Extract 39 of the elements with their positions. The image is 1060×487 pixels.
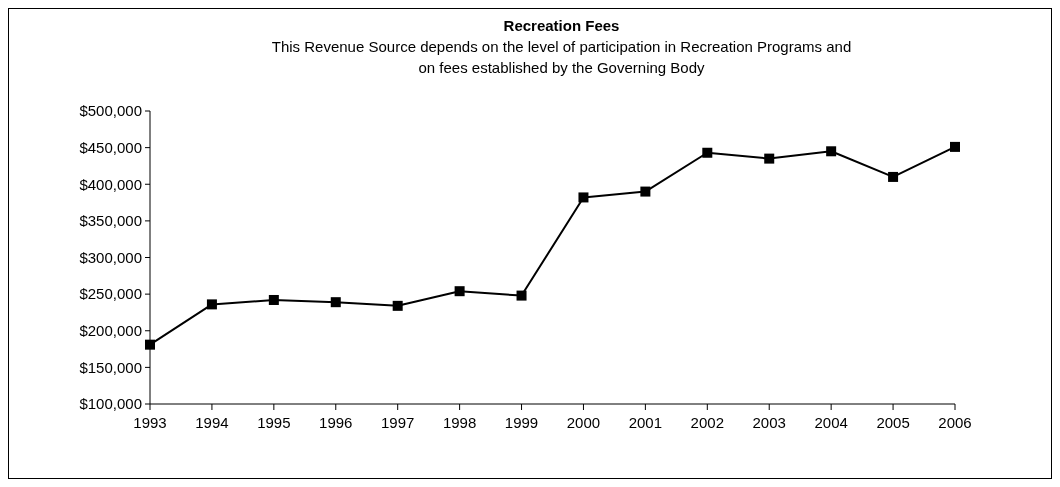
point [392,300,403,311]
y-tick-label: $500,000 [79,102,142,120]
point [268,294,279,305]
point [578,192,589,203]
y-tick-label: $150,000 [79,358,142,376]
x-tick-label: 1995 [257,414,291,431]
x-tick-label: 1996 [319,414,353,431]
point [145,339,155,350]
x-tick-label: 2006 [938,414,972,431]
x-tick-label: 2004 [814,414,848,431]
y-tick-label: $450,000 [79,138,142,156]
x-tick-label: 2005 [876,414,910,431]
y-tick-label: $250,000 [79,285,142,303]
y-tick-label: $200,000 [79,322,142,339]
point [764,153,775,164]
point [330,297,341,308]
chart-subtitle: This Revenue Source depends on the level of participation in Recreation Programs and on fees established by the Governing Body [271,38,852,76]
point [888,171,899,182]
x-tick-label: 1993 [133,414,167,431]
point [640,186,651,197]
x-tick-label: 2002 [690,414,724,431]
y-tick-label: $350,000 [79,212,142,230]
y-tick-label: $400,000 [79,175,142,193]
chart-title: Recreation Fees [503,17,620,34]
point [826,146,837,157]
x-tick-label: 1998 [442,414,477,431]
x-tick-label: 1997 [381,414,415,431]
point [206,299,217,310]
point [702,147,713,158]
x-tick-label: 2000 [566,414,601,431]
x-tick-label: 2003 [752,414,786,431]
y-tick-label: $100,000 [79,395,142,413]
point [950,141,960,152]
point [454,286,465,297]
y-tick-label: $300,000 [79,248,142,266]
x-tick-label: 1994 [195,414,229,431]
x-tick-label: 1999 [504,414,539,431]
x-tick-label: 2001 [628,414,663,431]
point [516,290,527,301]
